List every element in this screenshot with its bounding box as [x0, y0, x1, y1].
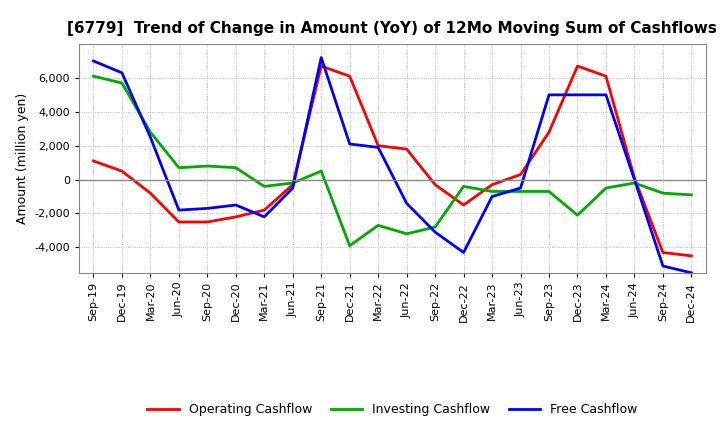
- Investing Cashflow: [260, 184, 269, 189]
- Investing Cashflow: [117, 81, 126, 86]
- Operating Cashflow: [545, 129, 554, 135]
- Y-axis label: Amount (million yen): Amount (million yen): [16, 93, 29, 224]
- Operating Cashflow: [687, 253, 696, 258]
- Operating Cashflow: [146, 191, 155, 196]
- Operating Cashflow: [174, 219, 183, 224]
- Investing Cashflow: [89, 73, 98, 79]
- Operating Cashflow: [317, 63, 325, 69]
- Free Cashflow: [687, 270, 696, 275]
- Free Cashflow: [374, 145, 382, 150]
- Operating Cashflow: [260, 207, 269, 213]
- Line: Free Cashflow: Free Cashflow: [94, 58, 691, 273]
- Title: [6779]  Trend of Change in Amount (YoY) of 12Mo Moving Sum of Cashflows: [6779] Trend of Change in Amount (YoY) o…: [68, 21, 717, 36]
- Free Cashflow: [516, 185, 525, 191]
- Operating Cashflow: [573, 63, 582, 69]
- Operating Cashflow: [602, 73, 611, 79]
- Operating Cashflow: [402, 147, 411, 152]
- Free Cashflow: [203, 206, 212, 211]
- Investing Cashflow: [374, 223, 382, 228]
- Operating Cashflow: [346, 73, 354, 79]
- Free Cashflow: [346, 141, 354, 147]
- Investing Cashflow: [289, 180, 297, 186]
- Investing Cashflow: [545, 189, 554, 194]
- Operating Cashflow: [289, 182, 297, 187]
- Free Cashflow: [459, 250, 468, 255]
- Operating Cashflow: [374, 143, 382, 148]
- Free Cashflow: [317, 55, 325, 60]
- Investing Cashflow: [232, 165, 240, 170]
- Free Cashflow: [487, 194, 496, 199]
- Investing Cashflow: [317, 169, 325, 174]
- Free Cashflow: [573, 92, 582, 98]
- Free Cashflow: [289, 185, 297, 191]
- Free Cashflow: [146, 135, 155, 140]
- Free Cashflow: [602, 92, 611, 98]
- Operating Cashflow: [487, 182, 496, 187]
- Operating Cashflow: [117, 169, 126, 174]
- Operating Cashflow: [459, 202, 468, 208]
- Line: Investing Cashflow: Investing Cashflow: [94, 76, 691, 246]
- Free Cashflow: [232, 202, 240, 208]
- Free Cashflow: [117, 70, 126, 75]
- Free Cashflow: [89, 59, 98, 64]
- Investing Cashflow: [203, 163, 212, 169]
- Investing Cashflow: [659, 191, 667, 196]
- Investing Cashflow: [174, 165, 183, 170]
- Investing Cashflow: [346, 243, 354, 248]
- Investing Cashflow: [487, 189, 496, 194]
- Free Cashflow: [431, 230, 439, 235]
- Operating Cashflow: [232, 214, 240, 220]
- Free Cashflow: [630, 177, 639, 182]
- Operating Cashflow: [516, 172, 525, 177]
- Free Cashflow: [659, 264, 667, 269]
- Legend: Operating Cashflow, Investing Cashflow, Free Cashflow: Operating Cashflow, Investing Cashflow, …: [143, 398, 642, 421]
- Operating Cashflow: [203, 219, 212, 224]
- Investing Cashflow: [573, 213, 582, 218]
- Investing Cashflow: [516, 189, 525, 194]
- Investing Cashflow: [431, 224, 439, 230]
- Line: Operating Cashflow: Operating Cashflow: [94, 66, 691, 256]
- Free Cashflow: [545, 92, 554, 98]
- Investing Cashflow: [687, 192, 696, 198]
- Free Cashflow: [260, 214, 269, 220]
- Investing Cashflow: [402, 231, 411, 236]
- Operating Cashflow: [431, 182, 439, 187]
- Investing Cashflow: [146, 129, 155, 135]
- Investing Cashflow: [630, 180, 639, 186]
- Investing Cashflow: [602, 185, 611, 191]
- Operating Cashflow: [659, 250, 667, 255]
- Free Cashflow: [174, 207, 183, 213]
- Operating Cashflow: [89, 158, 98, 164]
- Investing Cashflow: [459, 184, 468, 189]
- Operating Cashflow: [630, 175, 639, 180]
- Free Cashflow: [402, 201, 411, 206]
